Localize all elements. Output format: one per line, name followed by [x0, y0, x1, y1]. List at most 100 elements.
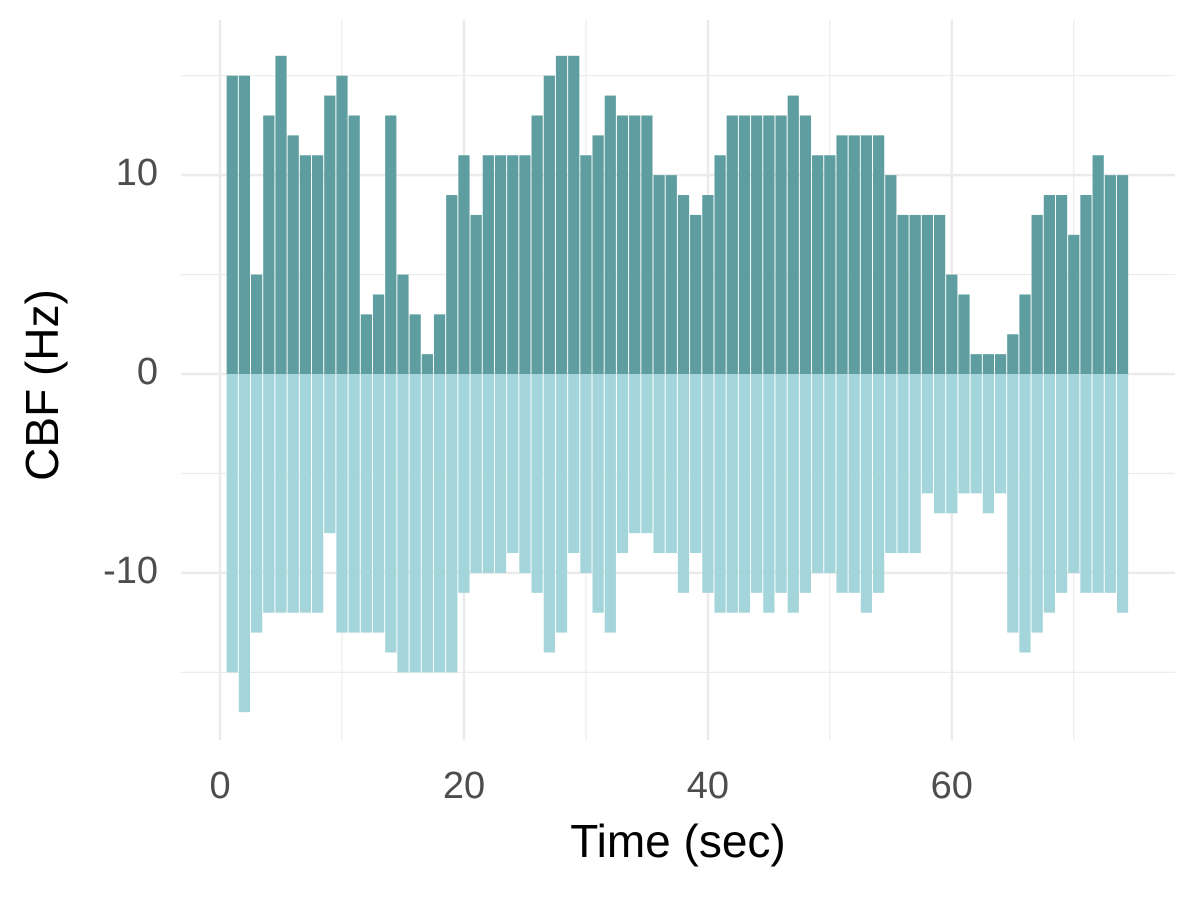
bar	[385, 115, 397, 375]
bar	[994, 354, 1007, 375]
bar	[1116, 374, 1129, 613]
bar	[1007, 374, 1019, 633]
bar	[1068, 234, 1080, 375]
bar	[458, 155, 470, 375]
bar	[934, 374, 946, 514]
bar	[812, 374, 824, 573]
bar	[470, 374, 482, 573]
bar	[982, 354, 995, 375]
x-tick-label: 0	[209, 765, 230, 807]
bar	[433, 314, 446, 375]
bar	[433, 374, 446, 673]
bar	[677, 195, 690, 375]
bar	[555, 374, 568, 633]
bar	[324, 374, 336, 534]
bar	[421, 354, 433, 375]
bar	[482, 374, 494, 573]
bar	[970, 354, 982, 375]
bar	[507, 374, 519, 554]
bar	[1080, 374, 1092, 593]
bar	[1031, 374, 1043, 633]
bar	[775, 374, 787, 593]
bar	[397, 274, 409, 375]
bar	[397, 374, 409, 673]
bar	[1080, 195, 1092, 375]
x-axis-title: Time (sec)	[570, 815, 786, 867]
bar	[616, 374, 629, 554]
bar	[360, 374, 372, 633]
bar	[336, 374, 348, 633]
bar	[665, 374, 677, 554]
bar	[1104, 374, 1116, 593]
bar	[348, 115, 360, 375]
bar	[885, 374, 897, 554]
bar	[751, 115, 763, 375]
bar	[446, 195, 458, 375]
bar	[421, 374, 433, 673]
bar	[287, 374, 299, 613]
bar	[653, 175, 665, 375]
bar	[690, 214, 702, 375]
bar	[763, 374, 775, 613]
bar	[507, 155, 519, 375]
bar	[702, 195, 714, 375]
bar	[519, 374, 531, 573]
bar	[1007, 334, 1019, 375]
bar	[921, 374, 934, 494]
bar	[994, 374, 1007, 494]
bar	[1116, 175, 1129, 375]
bar	[494, 155, 507, 375]
y-tick-label: 0	[137, 351, 158, 393]
bar	[738, 115, 751, 375]
bar	[946, 374, 958, 514]
bar	[348, 374, 360, 633]
bar	[1043, 374, 1055, 613]
bar	[482, 155, 494, 375]
bar	[1092, 155, 1104, 375]
bar	[958, 374, 970, 494]
bar	[665, 175, 677, 375]
bar	[909, 214, 921, 375]
bars	[226, 55, 1129, 713]
bar	[1043, 195, 1055, 375]
bar	[287, 135, 299, 375]
bar	[543, 75, 555, 375]
bar	[531, 115, 543, 375]
bar	[775, 115, 787, 375]
bar	[470, 214, 482, 375]
bar	[897, 374, 909, 554]
bar	[836, 135, 848, 375]
bar	[275, 374, 287, 613]
bar	[372, 374, 385, 633]
bar	[970, 374, 982, 494]
bar	[580, 374, 592, 573]
bar	[641, 374, 653, 534]
x-tick-label: 40	[687, 765, 729, 807]
bar	[1068, 374, 1080, 573]
bar	[519, 155, 531, 375]
bar	[726, 115, 738, 375]
bar	[751, 374, 763, 593]
bar	[946, 274, 958, 375]
bar	[311, 155, 324, 375]
bar	[336, 75, 348, 375]
bar	[787, 374, 799, 613]
bar	[372, 294, 385, 375]
bar	[836, 374, 848, 593]
bar	[897, 214, 909, 375]
bar	[702, 374, 714, 593]
bar	[251, 374, 263, 633]
bar	[653, 374, 665, 554]
bar	[848, 374, 860, 593]
bar	[238, 75, 251, 375]
x-tick-label: 20	[443, 765, 485, 807]
bar	[726, 374, 738, 613]
bar	[568, 374, 580, 554]
bar	[738, 374, 751, 613]
bar	[592, 374, 604, 613]
bar	[860, 135, 873, 375]
bar	[714, 155, 726, 375]
bar	[787, 95, 799, 375]
